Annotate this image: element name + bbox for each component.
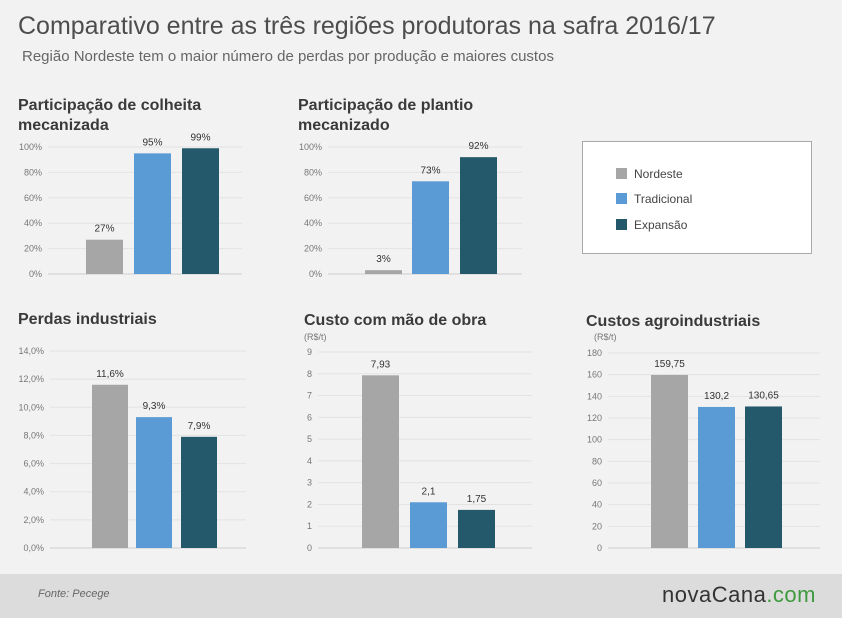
bar-agroindustriais-nordeste bbox=[651, 374, 688, 548]
y-tick-label-colheita-0: 0% bbox=[29, 269, 42, 279]
y-tick-label-agroindustriais-9: 180 bbox=[587, 348, 602, 358]
y-tick-label-mao-de-obra-6: 6 bbox=[307, 412, 312, 422]
chart-title-perdas: Perdas industriais bbox=[18, 311, 157, 328]
y-tick-label-mao-de-obra-5: 5 bbox=[307, 434, 312, 444]
unit-label-agroindustriais: (R$/t) bbox=[594, 332, 617, 342]
value-label-mao-de-obra-tradicional: 2,1 bbox=[422, 486, 436, 497]
bar-mao-de-obra-nordeste bbox=[362, 375, 399, 548]
y-tick-label-perdas-0: 0,0% bbox=[23, 543, 44, 553]
y-tick-label-mao-de-obra-1: 1 bbox=[307, 521, 312, 531]
value-label-agroindustriais-tradicional: 130,2 bbox=[704, 391, 729, 402]
y-tick-label-perdas-7: 14,0% bbox=[18, 346, 44, 356]
bar-agroindustriais-tradicional bbox=[698, 406, 735, 548]
y-tick-label-mao-de-obra-7: 7 bbox=[307, 391, 312, 401]
footer: Fonte: Pecege novaCana.com bbox=[0, 574, 842, 618]
legend-swatch-nordeste bbox=[616, 168, 627, 180]
y-tick-label-colheita-2: 40% bbox=[24, 218, 42, 228]
y-tick-label-colheita-1: 20% bbox=[24, 244, 42, 254]
y-tick-label-mao-de-obra-8: 8 bbox=[307, 369, 312, 379]
value-label-perdas-tradicional: 9,3% bbox=[143, 401, 166, 412]
y-tick-label-plantio-4: 80% bbox=[304, 167, 322, 177]
y-tick-label-perdas-3: 6,0% bbox=[23, 459, 44, 469]
y-tick-label-plantio-1: 20% bbox=[304, 244, 322, 254]
y-tick-label-perdas-1: 2,0% bbox=[23, 515, 44, 525]
bar-perdas-tradicional bbox=[136, 417, 172, 548]
value-label-colheita-expansao: 99% bbox=[190, 132, 210, 143]
value-label-perdas-nordeste: 11,6% bbox=[96, 369, 124, 380]
y-tick-label-colheita-5: 100% bbox=[19, 142, 42, 152]
bar-perdas-expansao bbox=[181, 436, 217, 548]
y-tick-label-plantio-5: 100% bbox=[299, 142, 322, 152]
brand-suffix: .com bbox=[766, 582, 816, 607]
y-tick-label-colheita-3: 60% bbox=[24, 193, 42, 203]
y-tick-label-plantio-2: 40% bbox=[304, 218, 322, 228]
y-tick-label-colheita-4: 80% bbox=[24, 167, 42, 177]
page-title: Comparativo entre as três regiões produt… bbox=[18, 12, 716, 40]
value-label-agroindustriais-expansao: 130,65 bbox=[748, 390, 779, 401]
bar-perdas-nordeste bbox=[92, 384, 128, 548]
y-tick-label-mao-de-obra-3: 3 bbox=[307, 478, 312, 488]
y-tick-label-perdas-5: 10,0% bbox=[18, 402, 44, 412]
y-tick-label-agroindustriais-0: 0 bbox=[597, 543, 602, 553]
value-label-agroindustriais-nordeste: 159,75 bbox=[654, 359, 685, 370]
y-tick-label-agroindustriais-4: 80 bbox=[592, 456, 602, 466]
legend-label-tradicional: Tradicional bbox=[634, 192, 693, 206]
bar-colheita-nordeste bbox=[86, 239, 123, 274]
source-note: Fonte: Pecege bbox=[38, 588, 110, 600]
value-label-plantio-nordeste: 3% bbox=[376, 254, 391, 265]
legend-item-tradicional: Tradicional bbox=[616, 192, 692, 206]
bar-colheita-expansao bbox=[182, 148, 219, 274]
value-label-mao-de-obra-expansao: 1,75 bbox=[467, 494, 487, 505]
y-tick-label-plantio-3: 60% bbox=[304, 193, 322, 203]
y-tick-label-perdas-4: 8,0% bbox=[23, 430, 44, 440]
bar-colheita-tradicional bbox=[134, 153, 171, 274]
y-tick-label-agroindustriais-8: 160 bbox=[587, 370, 602, 380]
y-tick-label-mao-de-obra-9: 9 bbox=[307, 347, 312, 357]
y-tick-label-mao-de-obra-0: 0 bbox=[307, 543, 312, 553]
value-label-plantio-expansao: 92% bbox=[468, 141, 488, 152]
bar-mao-de-obra-expansao bbox=[458, 509, 495, 548]
value-label-colheita-nordeste: 27% bbox=[94, 224, 114, 235]
bar-plantio-expansao bbox=[460, 157, 497, 274]
chart-title-plantio: Participação de plantio mecanizado bbox=[298, 97, 474, 134]
legend-item-expansao: Expansão bbox=[616, 218, 687, 232]
y-tick-label-mao-de-obra-2: 2 bbox=[307, 499, 312, 509]
value-label-perdas-expansao: 7,9% bbox=[188, 421, 211, 432]
brand-logo: novaCana.com bbox=[662, 582, 816, 608]
legend: Nordeste Tradicional Expansão bbox=[582, 141, 812, 254]
bar-agroindustriais-expansao bbox=[745, 406, 782, 548]
y-tick-label-agroindustriais-5: 100 bbox=[587, 435, 602, 445]
y-tick-label-agroindustriais-2: 40 bbox=[592, 500, 602, 510]
y-tick-label-agroindustriais-3: 60 bbox=[592, 478, 602, 488]
charts-canvas: 0%20%40%60%80%100%27%95% 99%0%20%40%60%80… bbox=[18, 132, 820, 553]
value-label-colheita-tradicional: 95% bbox=[142, 137, 162, 148]
y-tick-label-mao-de-obra-4: 4 bbox=[307, 456, 312, 466]
y-tick-label-perdas-2: 4,0% bbox=[23, 487, 44, 497]
chart-title-mao-de-obra: Custo com mão de obra bbox=[304, 312, 487, 329]
legend-label-expansao: Expansão bbox=[634, 218, 688, 232]
page-subtitle: Região Nordeste tem o maior número de pe… bbox=[22, 48, 554, 65]
unit-label-mao-de-obra: (R$/t) bbox=[304, 332, 327, 342]
brand-name: novaCana bbox=[662, 582, 767, 607]
y-tick-label-agroindustriais-7: 140 bbox=[587, 391, 602, 401]
legend-swatch-tradicional bbox=[616, 193, 627, 205]
bar-mao-de-obra-tradicional bbox=[410, 502, 447, 548]
legend-label-nordeste: Nordeste bbox=[634, 167, 683, 181]
y-tick-label-agroindustriais-6: 120 bbox=[587, 413, 602, 423]
bar-plantio-nordeste bbox=[365, 270, 402, 274]
legend-item-nordeste: Nordeste bbox=[616, 167, 683, 181]
y-tick-label-agroindustriais-1: 20 bbox=[592, 521, 602, 531]
bar-plantio-tradicional bbox=[412, 181, 449, 274]
value-label-mao-de-obra-nordeste: 7,93 bbox=[371, 359, 391, 370]
y-tick-label-perdas-6: 12,0% bbox=[18, 374, 44, 384]
chart-title-agroindustriais: Custos agroindustriais bbox=[586, 313, 761, 330]
legend-swatch-expansao bbox=[616, 219, 627, 231]
chart-title-colheita: Participação de colheita mecanizada bbox=[18, 97, 202, 134]
y-tick-label-plantio-0: 0% bbox=[309, 269, 322, 279]
value-label-plantio-tradicional: 73% bbox=[420, 165, 440, 176]
